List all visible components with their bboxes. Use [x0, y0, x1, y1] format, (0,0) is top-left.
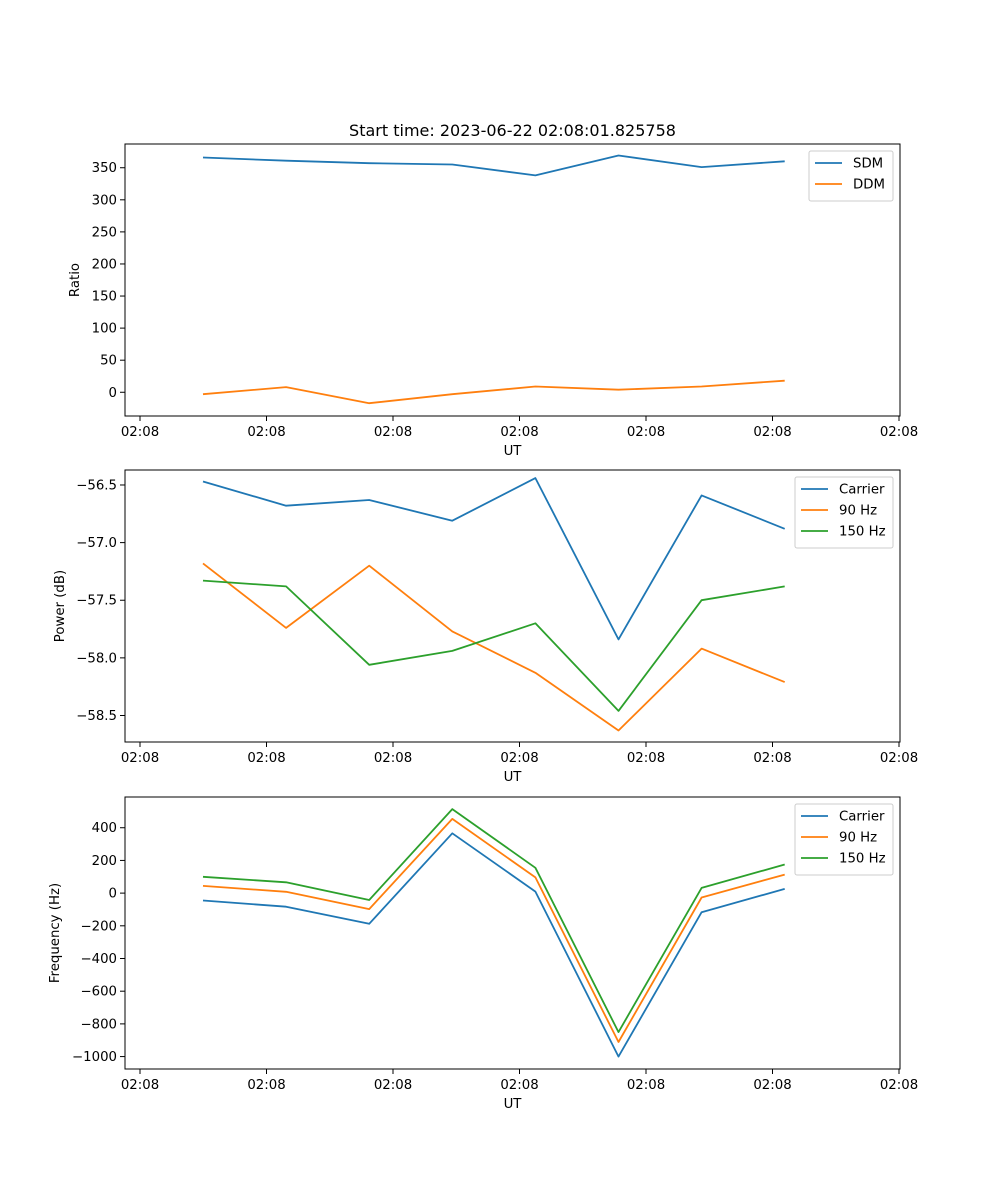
y-tick-label: 400 [92, 821, 117, 836]
figure-title: Start time: 2023-06-22 02:08:01.825758 [349, 121, 676, 140]
plot-frame [124, 469, 901, 743]
y-axis-label: Power (dB) [53, 570, 68, 642]
x-tick-label: 02:08 [753, 425, 791, 440]
series-line-150-hz [202, 808, 785, 1033]
legend-label: 150 Hz [839, 852, 886, 867]
x-tick-label: 02:08 [121, 1078, 159, 1093]
y-tick-label: 0 [109, 386, 117, 401]
x-tick-label: 02:08 [627, 1078, 665, 1093]
y-tick-label: 200 [92, 257, 117, 272]
x-tick-label: 02:08 [247, 751, 285, 766]
y-tick-label: 250 [92, 225, 117, 240]
x-tick-label: 02:08 [500, 1078, 538, 1093]
y-axis-label: Frequency (Hz) [48, 883, 63, 983]
y-tick-label: 200 [92, 854, 117, 869]
x-tick-label: 02:08 [374, 751, 412, 766]
panel-2: 02:0802:0802:0802:0802:0802:0802:0802:09… [48, 796, 918, 1112]
legend-label: SDM [853, 157, 883, 172]
x-tick-label: 02:08 [374, 425, 412, 440]
series-line-carrier [202, 832, 785, 1058]
y-tick-label: −58.0 [76, 651, 117, 666]
x-tick-label: 02:08 [247, 425, 285, 440]
series-line-carrier [202, 477, 786, 641]
panel-0: 02:0802:0802:0802:0802:0802:0802:0802:09… [68, 143, 918, 459]
x-tick-label: 02:08 [753, 751, 791, 766]
panels: 02:0802:0802:0802:0802:0802:0802:0802:09… [48, 143, 918, 1112]
y-tick-label: 150 [92, 290, 117, 305]
series-line-ddm [202, 379, 785, 405]
x-tick-label: 02:08 [880, 425, 918, 440]
x-tick-label: 02:08 [247, 1078, 285, 1093]
legend-label: 150 Hz [839, 525, 886, 540]
x-tick-label: 02:08 [880, 1078, 918, 1093]
y-tick-label: −800 [80, 1017, 117, 1032]
legend-label: 90 Hz [839, 504, 877, 519]
x-tick-label: 02:08 [374, 1078, 412, 1093]
y-tick-label: −58.5 [76, 709, 117, 724]
x-axis-label: UT [504, 770, 523, 785]
series-line-sdm [202, 154, 785, 177]
y-tick-label: −57.5 [76, 594, 117, 609]
y-tick-label: −57.0 [76, 536, 117, 551]
x-tick-label: 02:08 [753, 1078, 791, 1093]
panel-1: 02:0802:0802:0802:0802:0802:0802:0802:09… [53, 469, 918, 785]
legend-label: Carrier [839, 810, 885, 825]
x-tick-label: 02:08 [627, 425, 665, 440]
y-tick-label: 350 [92, 161, 117, 176]
series-line-90-hz [202, 818, 785, 1043]
y-axis-label: Ratio [68, 263, 83, 297]
y-tick-label: 0 [109, 887, 117, 902]
y-tick-label: −56.5 [76, 478, 117, 493]
y-tick-label: −400 [80, 952, 117, 967]
x-axis-label: UT [504, 1097, 523, 1112]
y-tick-label: 300 [92, 193, 117, 208]
series-line-150-hz [202, 579, 785, 712]
y-tick-label: 100 [92, 322, 117, 337]
x-tick-label: 02:08 [880, 751, 918, 766]
plot-frame [124, 796, 901, 1070]
series-line-90-hz [202, 562, 786, 732]
y-tick-label: 50 [100, 354, 117, 369]
x-tick-label: 02:08 [121, 751, 159, 766]
legend-label: 90 Hz [839, 831, 877, 846]
plot-frame [124, 143, 901, 417]
x-tick-label: 02:08 [500, 425, 538, 440]
x-tick-label: 02:08 [627, 751, 665, 766]
legend-label: Carrier [839, 483, 885, 498]
y-tick-label: −200 [80, 919, 117, 934]
x-axis-label: UT [504, 444, 523, 459]
legend-label: DDM [853, 178, 885, 193]
x-tick-label: 02:08 [500, 751, 538, 766]
y-tick-label: −1000 [72, 1050, 117, 1065]
y-tick-label: −600 [80, 985, 117, 1000]
x-tick-label: 02:08 [121, 425, 159, 440]
